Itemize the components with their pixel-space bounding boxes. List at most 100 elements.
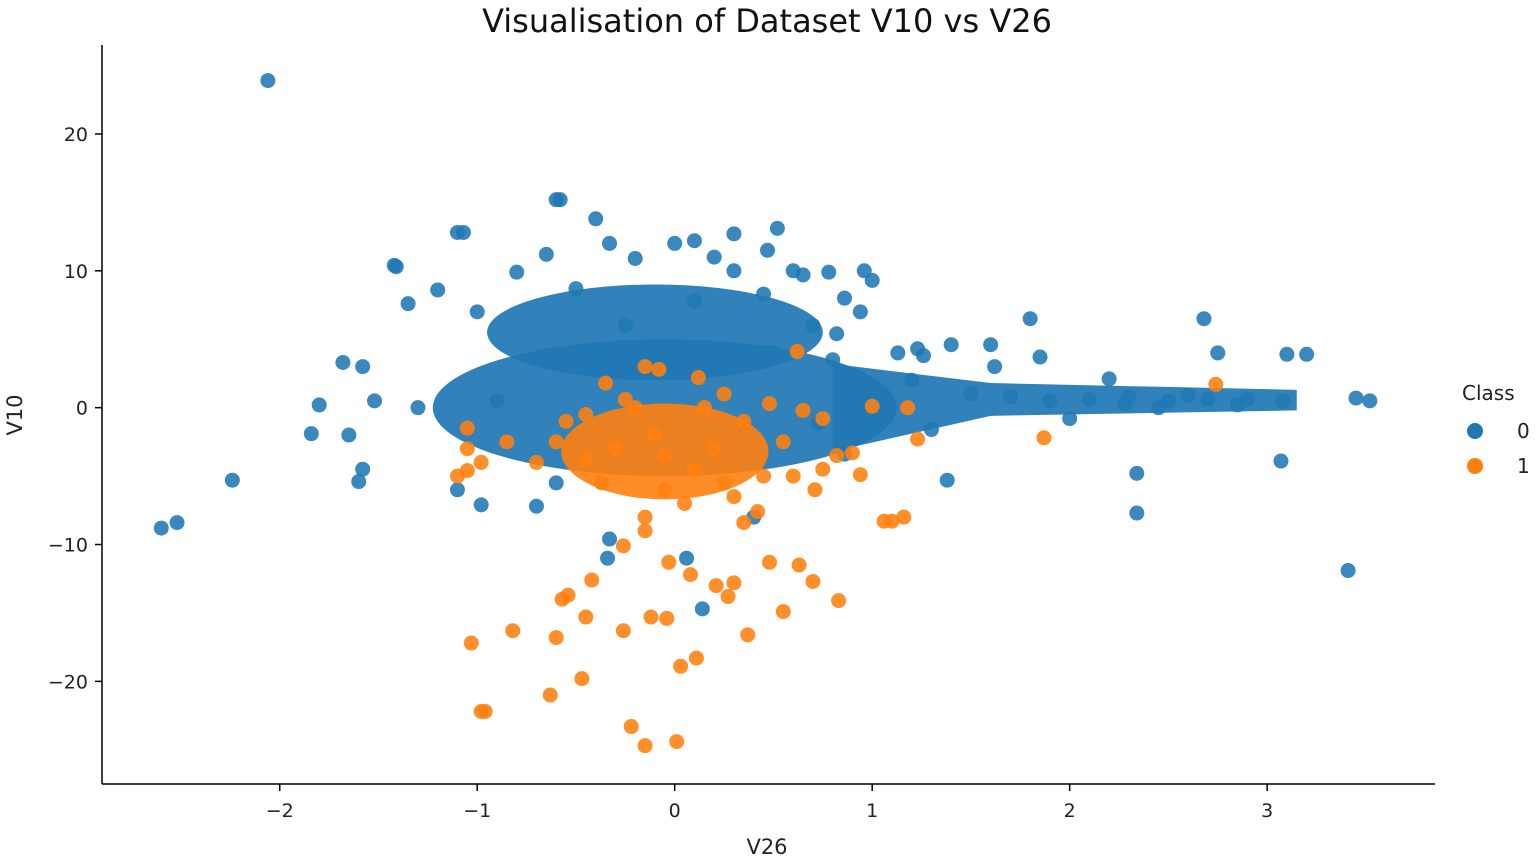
class-1-point [615,623,631,639]
class-1-point [661,554,677,570]
class-0-point [726,263,742,279]
class-0-point [1275,393,1291,409]
class-1-point [688,650,704,666]
legend-marker-class-1 [1467,458,1483,474]
class-1-dense-cloud [561,403,769,500]
class-0-point [588,211,604,227]
class-0-point [449,482,465,498]
class-0-point [224,472,240,488]
class-0-point [489,393,505,409]
class-0-point [528,498,544,514]
class-1-point [720,589,736,605]
class-0-point [568,281,584,297]
class-1-point [805,573,821,589]
y-axis-label: V10 [3,394,27,435]
class-0-point [837,290,853,306]
y-tick-label: 0 [76,398,88,420]
y-tick-label: −20 [48,671,88,693]
class-1-point [726,575,742,591]
class-0-point [335,354,351,370]
class-1-point [623,719,639,735]
class-0-point [825,352,841,368]
class-1-point [637,738,653,754]
y-tick-label: 10 [64,261,88,283]
class-0-point [1117,396,1133,412]
class-0-point [795,267,811,283]
class-0-point [388,259,404,275]
class-0-point [1129,465,1145,481]
x-tick-label: 0 [669,800,681,822]
x-tick-label: 1 [866,800,878,822]
class-0-point [868,413,884,429]
class-1-point [750,504,766,520]
class-1-point [528,454,544,470]
class-0-point [756,286,772,302]
y-tick-label: 20 [64,124,88,146]
class-1-point [643,609,659,625]
class-0-point [963,386,979,402]
class-0-point [769,220,785,236]
class-0-point [509,264,525,280]
x-tick-label: −2 [266,800,294,822]
class-0-point [627,250,643,266]
class-1-point [574,671,590,687]
class-1-point [505,623,521,639]
class-1-point [459,420,475,436]
class-0-point [1348,390,1364,406]
class-0-point [1180,387,1196,403]
class-1-point [795,402,811,418]
class-0-point [1062,411,1078,427]
class-1-point [499,434,515,450]
class-1-point [673,658,689,674]
class-0-point [1101,371,1117,387]
class-0-point [455,224,471,240]
class-1-point [740,627,756,643]
class-1-point [690,370,706,386]
class-0-point [1042,393,1058,409]
class-0-point [821,264,837,280]
class-0-point [602,235,618,251]
class-0-point [686,293,702,309]
class-0-point [943,337,959,353]
class-0-point [592,345,608,361]
class-0-tail-cloud [832,363,1297,452]
class-0-point [686,233,702,249]
class-1-point [651,361,667,377]
class-0-point [303,426,319,442]
class-1-point [708,578,724,594]
class-1-point [637,523,653,539]
x-tick-label: −1 [463,800,491,822]
class-0-point [1230,397,1246,413]
class-0-point [987,359,1003,375]
class-1-point [716,386,732,402]
class-0-point [1362,393,1378,409]
class-0-point [430,282,446,298]
class-1-point [775,604,791,620]
class-1-point [726,489,742,505]
class-0-point [600,550,616,566]
class-1-point [761,554,777,570]
class-0-point [1002,389,1018,405]
class-1-point [775,434,791,450]
class-1-point [791,557,807,573]
class-0-point [311,397,327,413]
class-1-point [449,468,465,484]
class-0-point [1196,311,1212,327]
class-1-point [584,572,600,588]
class-1-point [548,630,564,646]
class-0-point [473,497,489,513]
class-0-point [1299,346,1315,362]
class-1-point [789,344,805,360]
class-1-point [659,610,675,626]
class-0-point [765,345,781,361]
class-1-point [864,398,880,414]
class-1-point [736,515,752,531]
class-0-point [1273,453,1289,469]
class-0-point [355,359,371,375]
class-0-point [602,531,618,547]
class-1-point [1208,376,1224,392]
class-0-point [726,226,742,242]
class-1-point [615,538,631,554]
class-0-upper-cloud [487,284,823,381]
legend-label-class-1: 1 [1517,454,1530,478]
